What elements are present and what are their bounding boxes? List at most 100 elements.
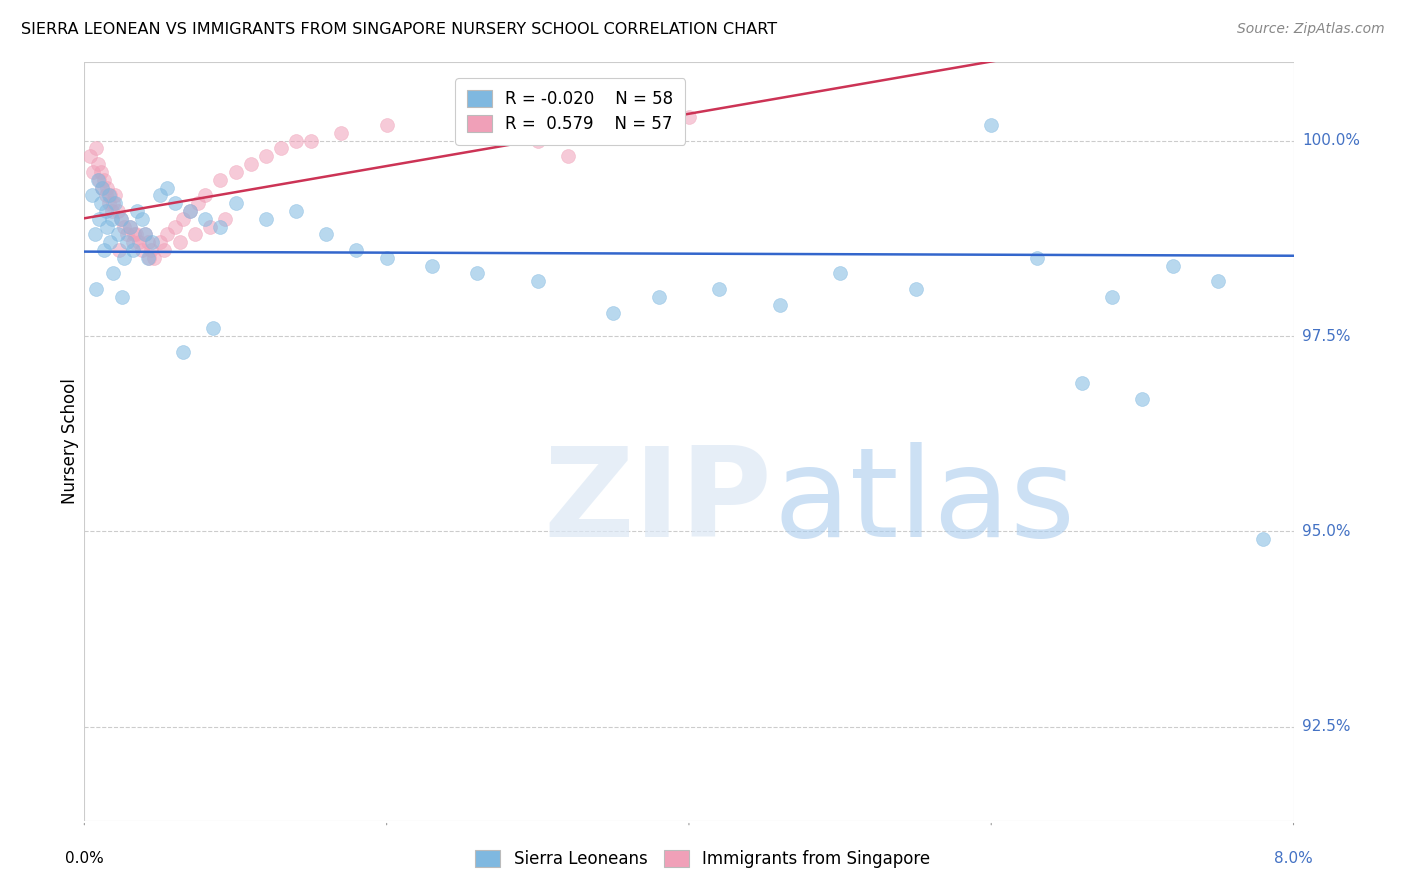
Point bbox=[209, 172, 232, 186]
Point bbox=[225, 165, 247, 179]
Point bbox=[104, 188, 127, 202]
Point bbox=[86, 141, 108, 155]
Point bbox=[90, 196, 112, 211]
Point bbox=[100, 203, 122, 218]
Text: 0.0%: 0.0% bbox=[65, 851, 104, 866]
Y-axis label: Nursery School: Nursery School bbox=[62, 378, 80, 505]
Point bbox=[156, 180, 179, 194]
Point bbox=[172, 211, 194, 226]
Point bbox=[254, 149, 277, 163]
Point bbox=[82, 165, 104, 179]
Point bbox=[179, 203, 201, 218]
Point bbox=[830, 267, 852, 281]
Text: 92.5%: 92.5% bbox=[1302, 719, 1350, 734]
Point bbox=[97, 188, 120, 202]
Point bbox=[136, 235, 159, 250]
Point bbox=[91, 180, 114, 194]
Point bbox=[96, 219, 118, 234]
Point bbox=[375, 251, 398, 265]
Point bbox=[94, 188, 117, 202]
Point bbox=[187, 196, 209, 211]
Point bbox=[1132, 392, 1154, 406]
Point bbox=[89, 211, 111, 226]
Point bbox=[121, 243, 143, 257]
Point bbox=[112, 219, 135, 234]
Point bbox=[194, 188, 217, 202]
Point bbox=[127, 203, 149, 218]
Text: 8.0%: 8.0% bbox=[1274, 851, 1313, 866]
Point bbox=[169, 235, 191, 250]
Point bbox=[134, 227, 156, 242]
Point bbox=[254, 211, 277, 226]
Point bbox=[118, 219, 141, 234]
Text: Source: ZipAtlas.com: Source: ZipAtlas.com bbox=[1237, 22, 1385, 37]
Point bbox=[557, 149, 579, 163]
Point bbox=[104, 196, 127, 211]
Point bbox=[139, 243, 162, 257]
Point bbox=[90, 165, 112, 179]
Point bbox=[980, 118, 1002, 132]
Point bbox=[239, 157, 262, 171]
Point bbox=[172, 344, 194, 359]
Point bbox=[165, 219, 187, 234]
Point bbox=[1206, 274, 1229, 288]
Point bbox=[131, 211, 153, 226]
Point bbox=[87, 157, 110, 171]
Point bbox=[420, 259, 443, 273]
Point bbox=[648, 290, 671, 304]
Point bbox=[101, 196, 124, 211]
Point bbox=[153, 243, 176, 257]
Point bbox=[299, 134, 322, 148]
Text: SIERRA LEONEAN VS IMMIGRANTS FROM SINGAPORE NURSERY SCHOOL CORRELATION CHART: SIERRA LEONEAN VS IMMIGRANTS FROM SINGAP… bbox=[21, 22, 778, 37]
Point bbox=[678, 110, 700, 124]
Point bbox=[467, 267, 489, 281]
Point bbox=[110, 211, 132, 226]
Point bbox=[142, 251, 165, 265]
Point bbox=[1071, 376, 1094, 390]
Point bbox=[136, 251, 159, 265]
Point bbox=[375, 118, 398, 132]
Point bbox=[118, 219, 141, 234]
Point bbox=[122, 227, 145, 242]
Point bbox=[201, 321, 224, 335]
Point bbox=[112, 251, 135, 265]
Point bbox=[131, 243, 153, 257]
Point bbox=[183, 227, 205, 242]
Point bbox=[79, 149, 101, 163]
Point bbox=[84, 227, 107, 242]
Text: 95.0%: 95.0% bbox=[1302, 524, 1350, 539]
Point bbox=[93, 243, 115, 257]
Point bbox=[128, 235, 150, 250]
Point bbox=[214, 211, 236, 226]
Point bbox=[98, 188, 121, 202]
Point bbox=[107, 227, 129, 242]
Point bbox=[769, 298, 792, 312]
Point bbox=[156, 227, 179, 242]
Point bbox=[315, 227, 337, 242]
Point bbox=[451, 126, 474, 140]
Point bbox=[108, 243, 131, 257]
Point bbox=[270, 141, 292, 155]
Point bbox=[284, 134, 308, 148]
Point bbox=[80, 188, 103, 202]
Point bbox=[330, 126, 353, 140]
Point bbox=[1101, 290, 1123, 304]
Point bbox=[101, 267, 124, 281]
Legend: R = -0.020    N = 58, R =  0.579    N = 57: R = -0.020 N = 58, R = 0.579 N = 57 bbox=[456, 78, 685, 145]
Point bbox=[346, 243, 368, 257]
Point bbox=[86, 282, 108, 296]
Point bbox=[100, 211, 122, 226]
Point bbox=[527, 134, 550, 148]
Text: atlas: atlas bbox=[773, 442, 1076, 563]
Point bbox=[709, 282, 731, 296]
Point bbox=[125, 227, 148, 242]
Point bbox=[141, 235, 163, 250]
Point bbox=[904, 282, 927, 296]
Point bbox=[93, 172, 115, 186]
Point bbox=[134, 227, 156, 242]
Point bbox=[1025, 251, 1047, 265]
Point bbox=[1253, 533, 1275, 547]
Point bbox=[98, 235, 121, 250]
Point bbox=[89, 172, 111, 186]
Point bbox=[111, 290, 134, 304]
